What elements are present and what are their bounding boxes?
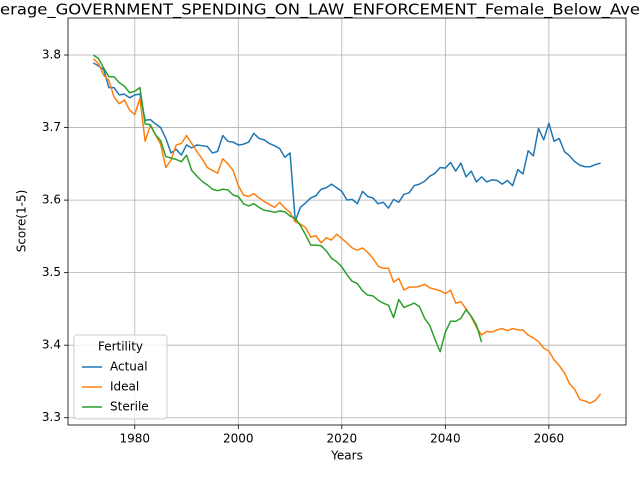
- chart-title: erage_GOVERNMENT_SPENDING_ON_LAW_ENFORCE…: [0, 1, 640, 20]
- y-axis-label: Score(1-5): [15, 190, 29, 253]
- line: [92, 62, 601, 222]
- legend-label: Ideal: [110, 380, 139, 394]
- legend-box: [73, 334, 168, 420]
- y-tick-label: 3.4: [42, 338, 61, 352]
- legend: Fertility Actual Ideal Sterile: [73, 334, 168, 420]
- y-tick-label: 3.8: [42, 48, 61, 62]
- y-tick-label: 3.5: [42, 265, 61, 279]
- line: [92, 54, 483, 353]
- x-tick-label: 2000: [223, 432, 254, 446]
- y-tick-label: 3.7: [42, 120, 61, 134]
- x-tick-label: 2020: [327, 432, 358, 446]
- x-tick-label: 2040: [430, 432, 461, 446]
- x-tick-label: 1980: [120, 432, 151, 446]
- legend-title: Fertility: [98, 340, 143, 354]
- y-tick-label: 3.6: [42, 193, 61, 207]
- y-tick-label: 3.3: [42, 410, 61, 424]
- line: [92, 58, 602, 404]
- legend-label: Sterile: [110, 400, 149, 414]
- plot-frame: [67, 17, 627, 426]
- x-tick-label: 2060: [534, 432, 565, 446]
- x-axis-label: Years: [330, 449, 363, 463]
- legend-label: Actual: [110, 360, 148, 374]
